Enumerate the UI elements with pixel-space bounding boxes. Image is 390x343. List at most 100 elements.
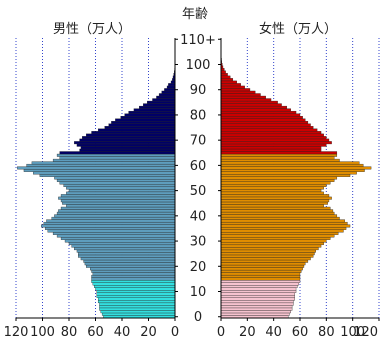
female-bar-age-6 <box>220 300 294 304</box>
age-tick-label: 60 <box>190 159 207 174</box>
male-bar-age-73 <box>91 131 176 135</box>
male-bar-age-59 <box>17 166 176 170</box>
male-bar-age-88 <box>158 93 176 97</box>
female-bar-age-56 <box>220 174 351 177</box>
female-bar-age-73 <box>220 131 322 135</box>
male-bar-age-54 <box>56 179 176 182</box>
male-bar-age-87 <box>156 95 176 99</box>
male-x-tick-label: 80 <box>61 325 78 340</box>
female-bar-age-48 <box>220 194 330 198</box>
female-bar-age-57 <box>220 171 357 175</box>
female-bar-age-97 <box>220 70 226 74</box>
female-bar-age-39 <box>220 216 340 220</box>
female-bar-age-14 <box>220 279 301 283</box>
male-bar-age-56 <box>39 174 176 177</box>
age-tick-label: 10 <box>190 285 207 300</box>
female-bar-age-11 <box>220 287 297 291</box>
male-bar-age-67 <box>80 146 176 150</box>
female-bar-age-77 <box>220 121 309 124</box>
male-bar-age-70 <box>79 138 176 142</box>
male-bar-age-19 <box>90 267 176 271</box>
female-x-tick-label: 20 <box>239 325 256 340</box>
male-bar-age-51 <box>66 186 176 190</box>
female-bar-age-79 <box>220 116 303 119</box>
chart-title: 年齢 <box>182 7 208 22</box>
axes <box>15 38 380 321</box>
male-bar-age-47 <box>58 196 176 200</box>
female-bar-age-91 <box>220 85 245 89</box>
male-bar-age-9 <box>96 292 176 296</box>
male-bar-age-90 <box>164 88 176 92</box>
male-bar-age-65 <box>59 151 176 155</box>
female-bar-age-85 <box>220 100 278 104</box>
male-bar-age-43 <box>60 206 176 210</box>
male-bar-age-92 <box>168 83 176 87</box>
male-bar-age-76 <box>108 123 176 127</box>
female-bar-age-94 <box>220 78 234 82</box>
male-bar-age-15 <box>91 277 176 281</box>
female-x-tick-label: 80 <box>318 325 335 340</box>
male-bar-age-32 <box>56 234 176 238</box>
age-tick-label: 30 <box>190 235 207 250</box>
male-bar-age-85 <box>147 100 176 104</box>
female-bar-age-44 <box>220 204 324 208</box>
age-tick-label: 40 <box>190 209 207 224</box>
male-bar-age-74 <box>97 128 176 132</box>
male-bar-age-46 <box>60 199 176 203</box>
female-bar-age-2 <box>220 310 291 314</box>
male-bar-age-24 <box>78 254 176 258</box>
male-bar-age-42 <box>58 209 176 213</box>
female-bar-age-28 <box>220 244 322 248</box>
male-x-tick-label: 20 <box>140 325 157 340</box>
male-bar-age-62 <box>52 158 176 162</box>
male-bar-age-53 <box>59 181 176 185</box>
female-bar-age-47 <box>220 196 332 200</box>
age-tick-label: 110+ <box>180 33 216 48</box>
male-bar-age-78 <box>115 118 176 122</box>
female-bar-age-26 <box>220 249 316 253</box>
male-bar-age-64 <box>56 153 176 157</box>
male-bar-age-82 <box>133 108 176 112</box>
female-bar-age-54 <box>220 179 335 182</box>
male-bar-age-48 <box>60 194 176 198</box>
male-bar-age-40 <box>54 214 176 218</box>
male-axis-title: 男性（万人） <box>53 22 131 37</box>
male-bar-age-17 <box>92 272 176 276</box>
male-bar-age-79 <box>120 116 176 119</box>
female-bar-age-69 <box>220 141 332 145</box>
male-bar-age-13 <box>92 282 176 286</box>
female-bar-age-66 <box>220 148 322 152</box>
female-x-tick-label: 120 <box>353 325 378 340</box>
male-bar-age-18 <box>91 269 176 273</box>
female-bar-age-1 <box>220 312 290 316</box>
female-x-tick-label: 100 <box>340 325 365 340</box>
male-bar-age-5 <box>99 302 176 306</box>
male-bar-age-81 <box>128 110 176 114</box>
male-x-tick-label: 0 <box>171 325 179 340</box>
female-bar-age-90 <box>220 88 251 92</box>
male-bar-age-30 <box>64 239 176 243</box>
female-bar-age-9 <box>220 292 295 296</box>
female-bar-age-68 <box>220 143 327 147</box>
female-bar-age-12 <box>220 285 298 288</box>
female-bar-age-83 <box>220 105 288 109</box>
female-bar-age-16 <box>220 274 301 278</box>
male-x-tick-label: 60 <box>87 325 104 340</box>
female-bar-age-72 <box>220 133 324 137</box>
female-bar-age-64 <box>220 153 338 157</box>
female-bar-age-51 <box>220 186 324 190</box>
female-bar-age-37 <box>220 221 348 225</box>
female-bar-age-17 <box>220 272 301 276</box>
male-bar-age-80 <box>124 113 176 117</box>
female-bar-age-96 <box>220 73 228 77</box>
male-x-tick-labels: 120 100 80 60 40 20 0 <box>4 325 180 340</box>
female-bar-age-43 <box>220 206 331 210</box>
male-bar-age-6 <box>97 300 176 304</box>
female-bar-age-52 <box>220 184 327 188</box>
female-x-tick-label: 40 <box>265 325 282 340</box>
female-bar-age-92 <box>220 83 241 87</box>
age-tick-label: 70 <box>190 134 207 149</box>
female-bar-age-76 <box>220 123 311 127</box>
male-bar-age-75 <box>104 126 176 129</box>
female-bar-age-13 <box>220 282 299 286</box>
